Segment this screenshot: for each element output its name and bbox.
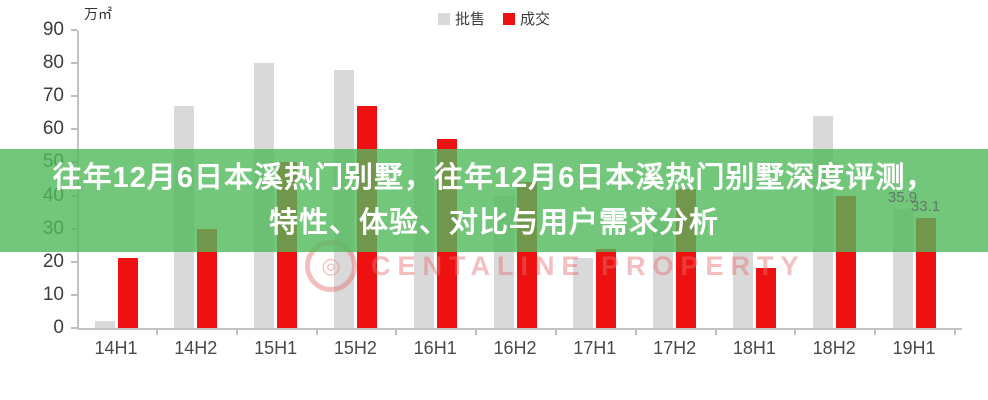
watermark: ◎ CENTALINE PROPERTY: [305, 240, 806, 292]
x-axis-tick: [634, 330, 637, 335]
x-axis-category-label: 16H2: [493, 338, 537, 358]
x-axis-tick: [554, 330, 557, 335]
x-axis-tick: [953, 330, 956, 335]
y-axis-tick-label: 80: [42, 52, 64, 74]
x-axis-tick: [155, 330, 158, 335]
x-axis-tick: [714, 330, 717, 335]
legend-label: 批售: [454, 11, 485, 28]
bar-成交-14H2: [197, 228, 218, 328]
x-axis-tick: [874, 330, 877, 335]
x-axis-tick: [315, 330, 318, 335]
legend-label: 成交: [520, 11, 551, 28]
x-axis-tick: [235, 330, 238, 335]
y-axis-tick-label: 70: [42, 85, 64, 107]
y-axis-tick: [71, 128, 77, 131]
x-axis-category-label: 14H2: [174, 338, 218, 358]
y-axis-tick: [71, 293, 77, 296]
bar-成交-17H1: [596, 248, 617, 328]
x-axis-category-label: 15H2: [333, 338, 377, 358]
x-axis-category-label: 17H2: [653, 338, 697, 358]
legend-item-成交: 成交: [503, 8, 550, 29]
x-axis-tick: [794, 330, 797, 335]
bar-批售-14H1: [94, 321, 115, 328]
data-label-批售-19H1: 35.9: [887, 189, 918, 207]
y-axis-tick: [71, 62, 77, 65]
y-axis-tick-label: 20: [42, 250, 64, 272]
overlay-title-line2: 特性、体验、对比与用户需求分析: [268, 206, 719, 239]
title-overlay-text: 往年12月6日本溪热门别墅，往年12月6日本溪热门别墅深度评测， 特性、体验、对…: [0, 149, 988, 252]
y-axis-tick: [71, 29, 77, 31]
data-label-成交-19H1: 33.1: [910, 198, 941, 216]
x-axis-category-label: 18H2: [812, 338, 856, 358]
x-axis-category-label: 16H1: [413, 338, 457, 358]
title-overlay-band: [0, 149, 988, 252]
x-axis-category-label: 18H1: [732, 338, 776, 358]
bar-成交-18H1: [755, 268, 776, 328]
y-axis-tick-label: 60: [42, 118, 64, 140]
x-axis-tick: [395, 330, 398, 335]
x-axis-category-label: 14H1: [94, 338, 138, 358]
bar-批售-17H1: [573, 258, 594, 328]
chart-legend: 批售 成交: [0, 8, 988, 29]
y-axis-tick-label: 0: [53, 317, 64, 338]
x-axis-category-label: 17H1: [573, 338, 617, 358]
y-axis-tick: [71, 260, 77, 263]
x-axis-category-label: 15H1: [254, 338, 298, 358]
y-axis-unit-label: 万㎡: [84, 6, 112, 22]
legend-swatch-icon: [437, 12, 450, 25]
watermark-text: CENTALINE PROPERTY: [371, 250, 806, 281]
x-axis-category-label: 19H1: [892, 338, 936, 358]
y-axis-tick: [71, 327, 77, 329]
y-axis-tick: [71, 95, 77, 98]
legend-item-批售: 批售: [437, 8, 485, 29]
legend-swatch-icon: [503, 12, 515, 25]
bar-批售-18H1: [732, 251, 753, 328]
y-axis-tick-label: 90: [42, 19, 64, 40]
x-axis-tick: [475, 330, 478, 335]
x-axis-line: [77, 328, 962, 330]
y-axis-tick-label: 10: [42, 283, 64, 305]
bar-成交-14H1: [117, 258, 138, 328]
overlay-title-line1: 往年12月6日本溪热门别墅，往年12月6日本溪热门别墅深度评测，: [52, 161, 936, 194]
